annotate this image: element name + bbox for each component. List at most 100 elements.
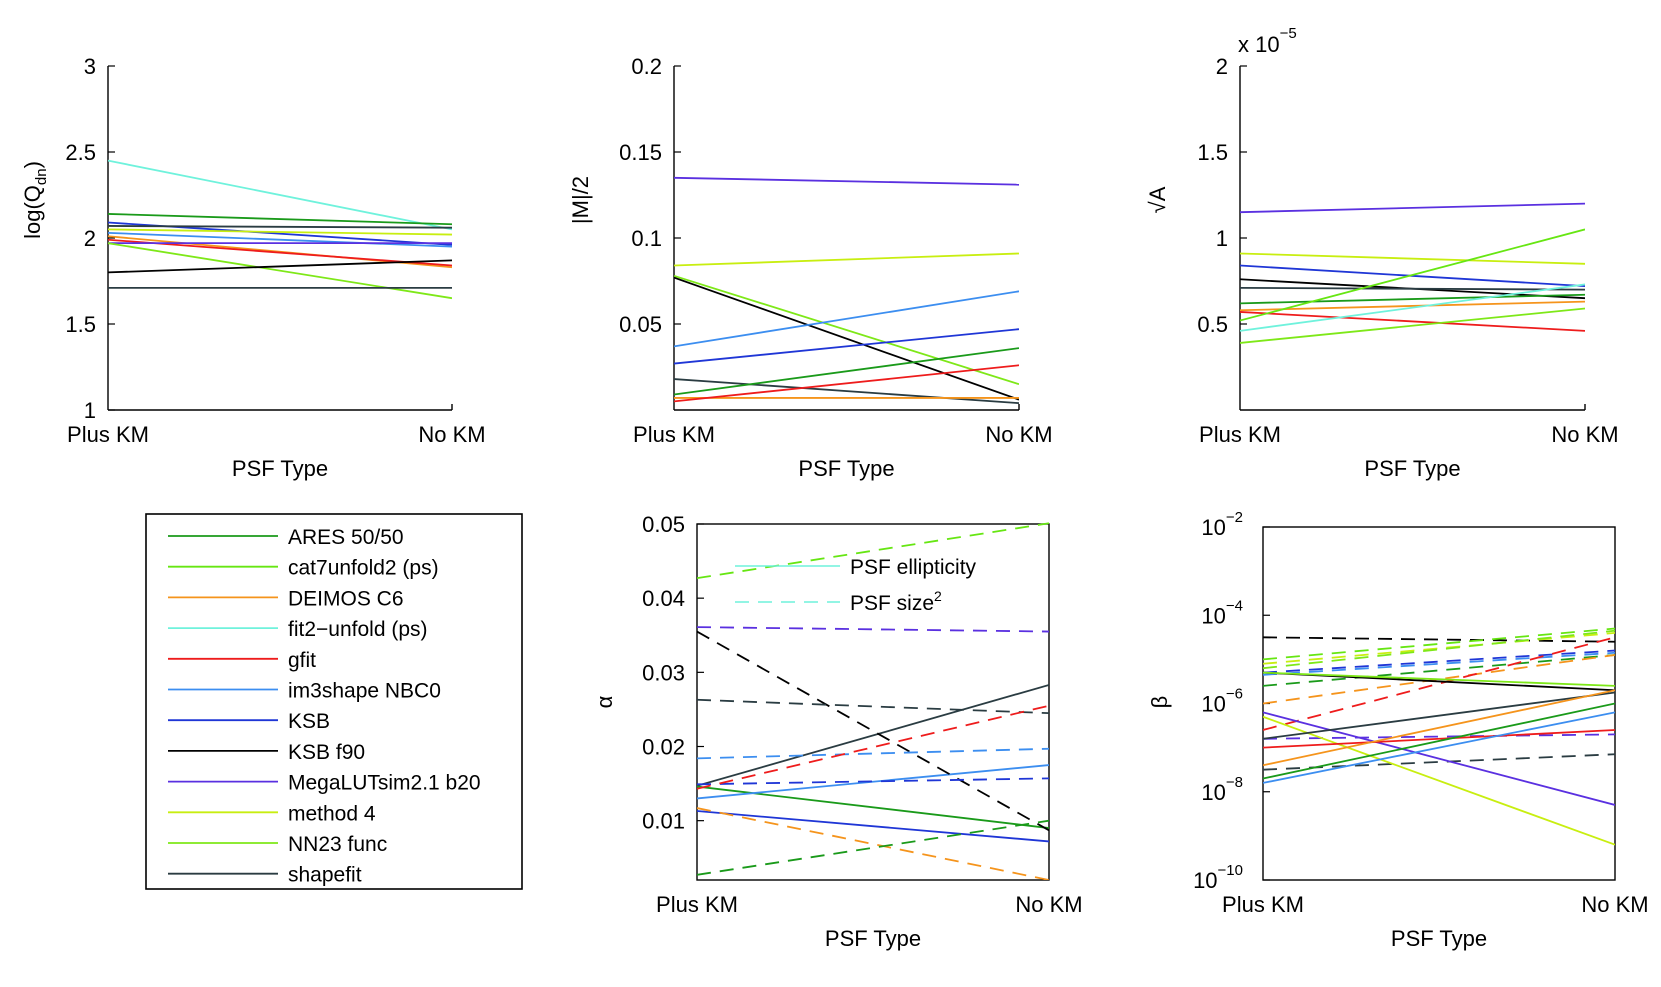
y-tick-label: 10−8 bbox=[1201, 774, 1243, 805]
legend-label-method-4: method 4 bbox=[288, 802, 376, 825]
series-line-im3shape-nbc0 bbox=[674, 290, 1019, 348]
legend-label-ares-50-50: ARES 50/50 bbox=[288, 526, 404, 549]
x-tick-label: No KM bbox=[985, 422, 1052, 447]
series-line-method-4 bbox=[674, 252, 1019, 267]
series-line-ares-50-50 bbox=[674, 347, 1019, 396]
series-line-ksb-f90-dashed bbox=[1263, 636, 1615, 643]
series-line-ares-50-50-dashed bbox=[1263, 654, 1615, 687]
series-line-gfit-dashed bbox=[697, 704, 1049, 790]
legend-label-im3shape-nbc0: im3shape NBC0 bbox=[288, 680, 441, 703]
series-line-deimos-c6 bbox=[1240, 300, 1585, 312]
series-line-nn23-func bbox=[108, 242, 452, 300]
x-tick-label: No KM bbox=[1581, 892, 1648, 917]
axes-box bbox=[1262, 526, 1616, 881]
series-group bbox=[1263, 627, 1615, 846]
legend-label-deimos-c6: DEIMOS C6 bbox=[288, 587, 404, 610]
series-line-megalutsim2-1-b20 bbox=[674, 176, 1019, 186]
inner-legend-ellipticity: PSF ellipticity bbox=[850, 556, 977, 579]
series-line-fit2-unfold-ps bbox=[108, 159, 452, 231]
y-tick-label: 2.5 bbox=[65, 140, 96, 165]
y-tick-label: 0.05 bbox=[619, 312, 662, 337]
series-line-im3shape-nbc0-dashed bbox=[697, 747, 1049, 760]
legend-label-fit2-unfold-ps: fit2−unfold (ps) bbox=[288, 618, 428, 641]
series-line-ksb-dashed bbox=[1263, 649, 1615, 674]
series-group bbox=[697, 522, 1049, 880]
panel-m: 0.05 0.1 0.15 0.2 Plus KM No KM PSF Type |M|/2 bbox=[568, 54, 1053, 481]
series-line-shapefit bbox=[1240, 286, 1585, 291]
series-line-megalutsim2-1-b20-dashed bbox=[697, 626, 1049, 633]
series-line-shapefit bbox=[674, 378, 1019, 405]
x-tick-label: No KM bbox=[1015, 892, 1082, 917]
series-line-deimos-c6-dashed bbox=[697, 807, 1049, 880]
panel-alpha: 0.01 0.02 0.03 0.04 0.05 Plus KM No KM PSF Type… bbox=[592, 512, 1083, 951]
y-tick-label: 0.04 bbox=[642, 586, 685, 611]
series-line-deimos-c6-dashed bbox=[1263, 654, 1615, 705]
series-line-ksb-f90-dashed bbox=[697, 630, 1049, 832]
series-line-cat7unfold2-ps-dashed bbox=[697, 522, 1049, 580]
series-line-gfit bbox=[1240, 311, 1585, 332]
series-line-deimos-c6-solid bbox=[1263, 689, 1615, 767]
series-group bbox=[674, 176, 1019, 405]
y-tick-label: 10−2 bbox=[1201, 509, 1243, 540]
y-axis-label: √A bbox=[1145, 186, 1170, 213]
legend-label-gfit: gfit bbox=[288, 649, 316, 672]
y-axis-label: α bbox=[592, 695, 617, 708]
series-line-megalutsim2-1-b20-solid bbox=[1263, 711, 1615, 806]
series-line-shapefit bbox=[108, 225, 452, 229]
series-line-cat7unfold2-ps bbox=[1240, 228, 1585, 322]
y-tick-label: 2 bbox=[84, 226, 96, 251]
series-group bbox=[108, 159, 452, 300]
legend-label-megalutsim2-1-b20: MegaLUTsim2.1 b20 bbox=[288, 772, 481, 795]
inner-legend-size: PSF size2 bbox=[850, 588, 942, 615]
series-line-shapefit-dashed bbox=[1263, 753, 1615, 771]
series-line-nn23-func-solid bbox=[1263, 671, 1615, 687]
series-line-megalutsim2-1-b20 bbox=[1240, 202, 1585, 214]
series-line-im3shape-nbc0-solid bbox=[1263, 711, 1615, 784]
series-line-nn23-func bbox=[674, 274, 1019, 386]
y-tick-label: 0.15 bbox=[619, 140, 662, 165]
y-tick-label: 0.02 bbox=[642, 735, 685, 760]
y-tick-label: 1.5 bbox=[1197, 140, 1228, 165]
panel-beta: 10−10 10−8 10−6 10−4 10−2 Plus KM No KM PSF Typ… bbox=[1147, 509, 1649, 951]
series-line-ksb-f90 bbox=[674, 276, 1019, 401]
x-tick-label: Plus KM bbox=[1222, 892, 1304, 917]
y-tick-label: 0.5 bbox=[1197, 312, 1228, 337]
series-line-nn23-func-dashed bbox=[1263, 629, 1615, 670]
panel-a: 0.5 1 1.5 2 Plus KM No KM PSF Type √A x 10−5 bbox=[1145, 25, 1619, 481]
legend-label-shapefit: shapefit bbox=[288, 864, 362, 887]
series-line-method-4-dashed bbox=[1263, 632, 1615, 665]
x-tick-label: No KM bbox=[418, 422, 485, 447]
x-tick-label: Plus KM bbox=[1199, 422, 1281, 447]
series-line-im3shape-nbc0-solid bbox=[697, 764, 1049, 800]
y-axis-label: |M|/2 bbox=[568, 176, 593, 224]
series-line-shapefit-solid bbox=[697, 684, 1049, 787]
series-line-im3shape-nbc0-dashed bbox=[1263, 651, 1615, 676]
y-tick-label: 0.1 bbox=[631, 226, 662, 251]
series-line-method-4-solid bbox=[1263, 715, 1615, 846]
y-tick-label: 1.5 bbox=[65, 312, 96, 337]
y-tick-label: 0.01 bbox=[642, 809, 685, 834]
series-line-method-4 bbox=[1240, 252, 1585, 265]
series-line-gfit-solid bbox=[1263, 729, 1615, 749]
axis-exponent-label: x 10−5 bbox=[1238, 25, 1297, 57]
series-line-cat7unfold2-ps-dashed bbox=[1263, 627, 1615, 661]
x-axis-label: PSF Type bbox=[232, 456, 328, 481]
y-axis-label: log(Qdn) bbox=[20, 161, 50, 239]
legend: ARES 50/50 cat7unfold2 (ps) DEIMOS C6 fit2−… bbox=[145, 513, 523, 890]
y-tick-label: 1 bbox=[84, 398, 96, 423]
y-tick-label: 0.05 bbox=[642, 512, 685, 537]
x-axis-label: PSF Type bbox=[825, 926, 921, 951]
series-line-ksb-solid bbox=[697, 810, 1049, 843]
x-tick-label: Plus KM bbox=[633, 422, 715, 447]
series-line-shapefit-solid bbox=[1263, 691, 1615, 740]
series-line-ksb-dashed bbox=[697, 777, 1049, 786]
y-tick-label: 10−4 bbox=[1201, 597, 1243, 628]
legend-label-nn23-func: NN23 func bbox=[288, 833, 387, 856]
y-tick-label: 10−6 bbox=[1201, 686, 1243, 717]
panel-qdn: 1 1.5 2 2.5 3 Plus KM No KM PSF Type log(Qdn) bbox=[20, 54, 486, 481]
series-line-ares-50-50 bbox=[108, 213, 452, 226]
x-axis-label: PSF Type bbox=[1391, 926, 1487, 951]
x-tick-label: Plus KM bbox=[656, 892, 738, 917]
y-axis-label: β bbox=[1147, 696, 1172, 709]
